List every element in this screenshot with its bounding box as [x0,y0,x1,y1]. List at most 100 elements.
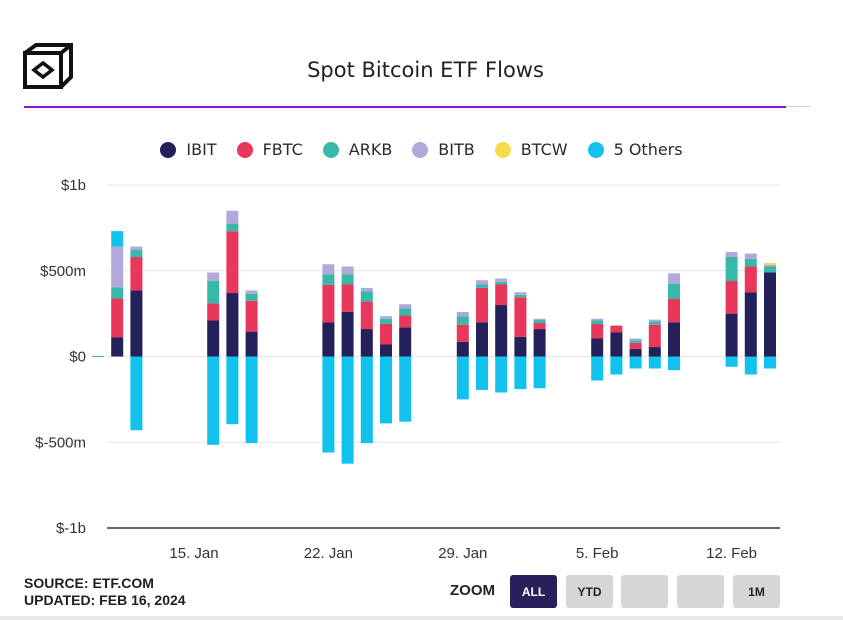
x-tick-label: 5. Feb [576,545,619,562]
bar-arkb [514,294,527,298]
bar-others [226,356,239,425]
x-axis-labels: 15. Jan 22. Jan 29. Jan 5. Feb 12. Feb [169,545,757,562]
y-tick-label: $-1b [56,520,86,537]
zoom-ytd-button[interactable]: YTD [566,575,613,608]
legend-item-bitb[interactable]: BITB [412,140,475,159]
bar-fbtc [360,301,373,330]
bar-ibit [399,327,412,357]
bar-fbtc [533,323,546,330]
legend-item-arkb[interactable]: ARKB [322,140,393,159]
legend-dot-icon [494,141,511,158]
bar-bitb [764,264,776,267]
bar-others [744,356,757,375]
bar-bitb [380,316,392,319]
bar-fbtc [341,284,354,312]
bar-bitb [341,266,354,275]
legend-dot-icon [412,141,429,158]
bar-fbtc [226,231,239,294]
bar-bitb [130,246,143,250]
bar-bitb [629,338,642,341]
legend-item-btcw[interactable]: BTCW [494,140,568,159]
bar-fbtc [207,303,220,321]
legend-label: BTCW [520,140,568,159]
bar-ibit [130,290,143,357]
bar-arkb [764,266,776,273]
bar-arkb [130,249,143,258]
bar-bitb [533,318,546,320]
bar-arkb [495,281,508,285]
bar-others [341,356,354,464]
bar-ibit [322,322,335,357]
bar-arkb [399,308,412,316]
bar-bitb [476,280,488,285]
bar-others [360,356,373,444]
bar-others [111,231,124,247]
zoom-button-4[interactable] [677,575,724,608]
legend-label: IBIT [186,140,217,159]
bar-others [476,356,488,390]
zoom-label: ZOOM [450,582,495,599]
bar-ibit [533,329,546,357]
y-tick-label: $500m [40,263,86,280]
bar-arkb [111,287,124,299]
bar-others [648,356,661,369]
bar-bitb [360,287,373,292]
zoom-button-3[interactable] [621,575,668,608]
updated-label: UPDATED: FEB 16, 2024 [24,592,186,608]
bar-ibit [610,332,623,357]
bar-ibit [744,292,757,357]
legend-dot-icon [160,141,177,158]
legend-dot-icon [236,141,253,158]
bar-arkb [92,355,104,357]
zoom-1m-button[interactable]: 1M [733,575,780,608]
bar-arkb [380,318,392,324]
bar-fbtc [399,315,412,328]
bar-arkb [341,274,354,285]
bar-fbtc [495,284,508,306]
bar-bitb [591,318,604,321]
bar-others [322,356,335,453]
bar-bitb [648,319,661,322]
bar-arkb [456,316,469,325]
bar-ibit [514,336,527,357]
bar-others [591,356,604,381]
bar-fbtc [130,257,143,291]
bar-arkb [668,283,680,300]
bar-others [514,356,527,390]
chart-title: Spot Bitcoin ETF Flows [307,58,544,82]
bar-others [610,356,623,375]
zoom-all-button[interactable]: ALL [510,575,557,608]
bar-ibit [207,320,220,357]
bar-fbtc [744,266,757,293]
bar-fbtc [456,324,469,342]
bar-fbtc [111,298,124,338]
bar-ibit [725,313,738,357]
bar-others [207,356,220,445]
bar-ibit [226,293,239,357]
bar-fbtc [476,287,488,323]
bar-arkb [360,291,373,302]
legend-item-ibit[interactable]: IBIT [160,140,217,159]
bar-bitb [207,272,220,282]
legend-item-others[interactable]: 5 Others [587,140,683,159]
bar-ibit [245,331,258,357]
legend-label: 5 Others [613,140,683,159]
bar-others [764,356,776,369]
source-info: SOURCE: ETF.COM UPDATED: FEB 16, 2024 [24,575,186,609]
legend-item-fbtc[interactable]: FBTC [236,140,303,159]
bar-bitb [495,278,508,282]
bar-ibit [111,337,124,357]
y-tick-label: $1b [61,177,86,194]
bar-fbtc [591,323,604,339]
bar-arkb [744,258,757,267]
y-tick-label: $0 [69,349,86,366]
chart-legend: IBIT FBTC ARKB BITB BTCW 5 Others [0,140,843,159]
bar-bitb [456,311,469,317]
bar-arkb [245,293,258,301]
bar-fbtc [668,299,680,323]
bar-btcw [764,263,776,265]
x-tick-label: 15. Jan [169,545,218,562]
legend-label: ARKB [348,140,393,159]
bar-arkb [226,223,239,232]
y-tick-label: $-500m [35,434,86,451]
